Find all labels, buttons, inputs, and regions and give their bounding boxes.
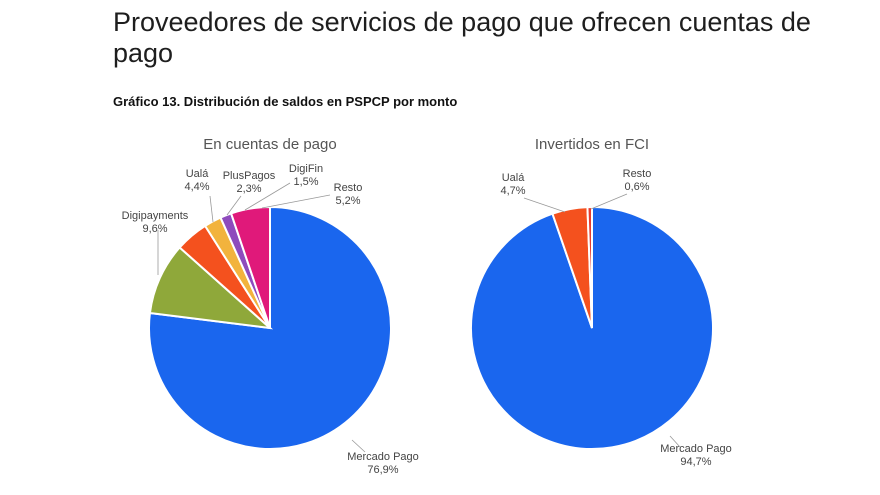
slice-value-digifin: 1,5% (293, 176, 318, 188)
chart-caption: Gráfico 13. Distribución de saldos en PS… (113, 94, 458, 109)
slice-name-digipayments: Digipayments (122, 210, 189, 222)
slice-value-resto: 0,6% (624, 181, 649, 193)
chart-title-fci: Invertidos en FCI (535, 136, 649, 153)
leader-line-digifin (244, 182, 291, 211)
leader-line-resto (261, 194, 331, 209)
slice-value-mercado-pago: 76,9% (367, 464, 398, 476)
slice-value-digipayments: 9,6% (142, 223, 167, 235)
slice-name-resto: Resto (334, 182, 363, 194)
slice-name-mercado-pago: Mercado Pago (347, 451, 419, 463)
chart-title-cuentas: En cuentas de pago (203, 136, 336, 153)
leader-line-resto (590, 193, 628, 210)
slice-value-uala: 4,4% (184, 181, 209, 193)
leader-line-mercado-pago (669, 435, 681, 448)
pie-slice-resto (586, 205, 593, 329)
slice-value-resto: 5,2% (335, 195, 360, 207)
slice-name-mercado-pago: Mercado Pago (660, 443, 732, 455)
page-title: Proveedores de servicios de pago que ofr… (113, 7, 811, 68)
slice-value-pluspagos: 2,3% (236, 183, 261, 195)
slice-name-pluspagos: PlusPagos (223, 170, 276, 182)
leader-line-uala (209, 195, 214, 223)
leader-line-uala (523, 197, 566, 213)
slice-value-mercado-pago: 94,7% (680, 456, 711, 468)
leader-line-mercado-pago (351, 439, 366, 453)
leader-line-pluspagos (226, 195, 242, 216)
pie-slice-resto (229, 205, 271, 329)
slice-name-uala: Ualá (502, 172, 526, 184)
slice-name-resto: Resto (623, 168, 652, 180)
slice-name-digifin: DigiFin (289, 163, 323, 175)
slice-name-uala: Ualá (186, 168, 210, 180)
slice-value-uala: 4,7% (500, 185, 525, 197)
